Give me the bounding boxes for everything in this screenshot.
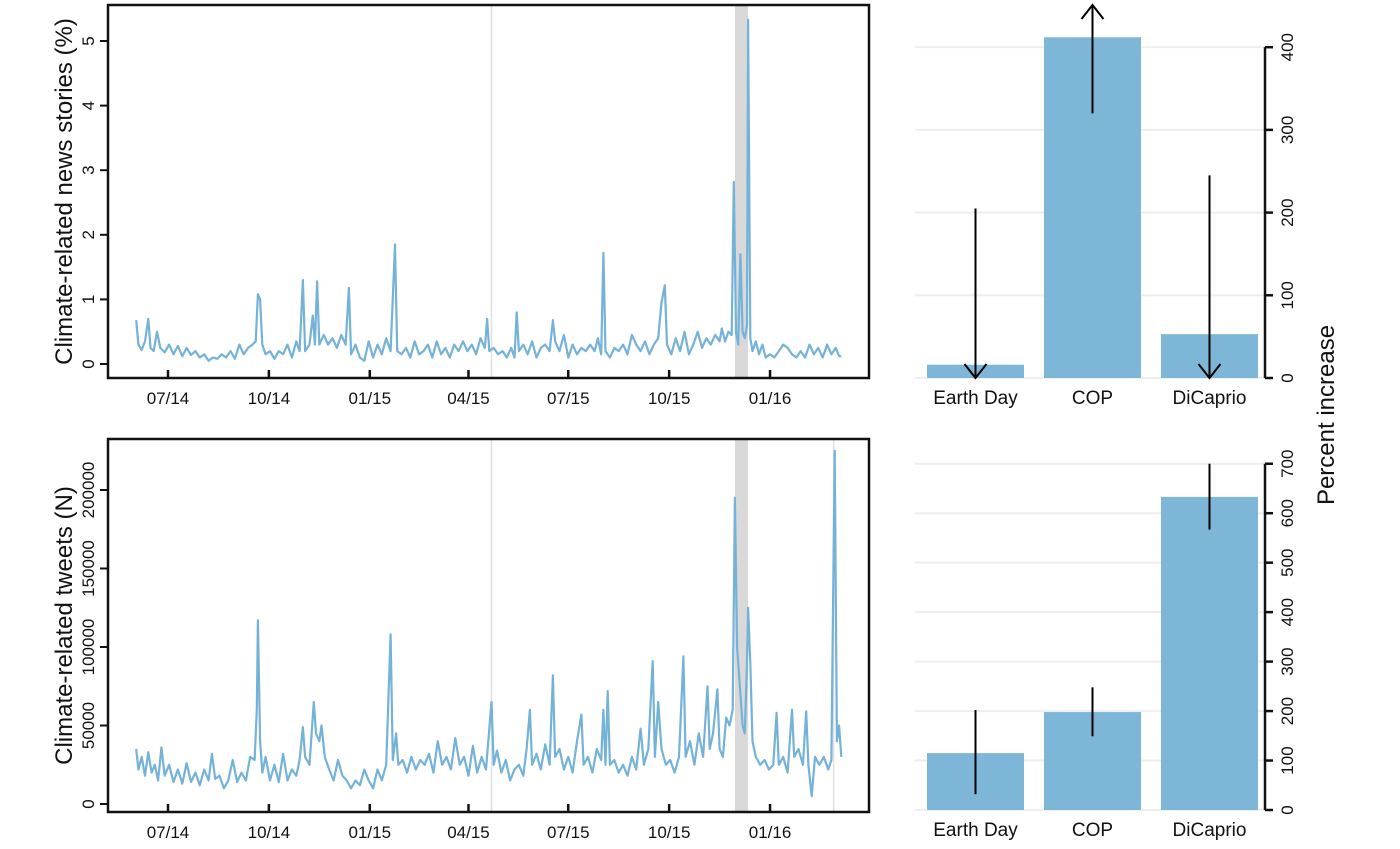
y-tick-label: 50000 — [79, 702, 98, 749]
arrow-up-icon — [1080, 3, 1105, 20]
y-tick-label: 600 — [1278, 499, 1297, 527]
x-tick-label: 04/15 — [447, 823, 490, 842]
x-tick-label: 01/16 — [749, 823, 792, 842]
y-tick-label: 3 — [79, 165, 98, 174]
y-tick-label: 2 — [79, 230, 98, 239]
news-increase-bar-panel: Earth Day COP DiCaprio 0 100 200 300 400 — [915, 3, 1297, 409]
cop-period-band — [734, 6, 749, 377]
category-label: DiCaprio — [1173, 820, 1247, 841]
x-tick-label: 10/14 — [248, 823, 291, 842]
y-tick-label: 1 — [79, 295, 98, 304]
arrow-down-icon — [1197, 363, 1222, 380]
y-tick-label: 4 — [79, 101, 98, 110]
x-tick-label: 04/15 — [447, 389, 490, 408]
x-tick-label: 10/14 — [248, 389, 291, 408]
category-label: Earth Day — [933, 388, 1018, 409]
y-tick-label: 5 — [79, 36, 98, 45]
x-tick-label: 01/16 — [749, 389, 792, 408]
tweets-y-axis-title: Climate-related tweets (N) — [51, 486, 78, 765]
category-label: COP — [1072, 388, 1113, 409]
category-label: Earth Day — [933, 820, 1018, 841]
y-tick-label: 150000 — [79, 540, 98, 597]
x-tick-label: 07/15 — [547, 389, 590, 408]
y-tick-label: 0 — [1278, 805, 1297, 814]
percent-increase-axis-title: Percent increase — [1313, 325, 1340, 505]
y-tick-label: 0 — [1278, 373, 1297, 382]
x-tick-label: 07/14 — [147, 389, 190, 408]
tweets-increase-bar-panel: Earth Day COP DiCaprio 0 100 200 300 400 500 600 7… — [915, 450, 1297, 841]
y-tick-label: 200 — [1278, 697, 1297, 725]
y-tick-label: 400 — [1278, 33, 1297, 61]
arrow-down-icon — [963, 363, 988, 380]
bar-dicaprio — [1161, 496, 1258, 810]
category-label: COP — [1072, 820, 1113, 841]
news-timeseries-panel: 0 1 2 3 4 5 07/14 10/14 01/15 04/15 07/15 10/15 01/1… — [51, 3, 871, 408]
y-tick-label: 500 — [1278, 548, 1297, 576]
y-tick-label: 300 — [1278, 647, 1297, 675]
plot-frame — [106, 437, 871, 814]
tweets-series-line — [135, 449, 843, 798]
category-label: DiCaprio — [1173, 388, 1247, 409]
x-tick-label: 10/15 — [648, 823, 691, 842]
x-tick-label: 07/15 — [547, 823, 590, 842]
news-series-line — [135, 18, 842, 362]
y-tick-label: 100 — [1278, 746, 1297, 774]
tweets-timeseries-panel: 0 50000 100000 150000 200000 07/14 10/14 01/15 0… — [51, 437, 871, 842]
y-tick-label: 300 — [1278, 116, 1297, 144]
x-tick-label: 10/15 — [648, 389, 691, 408]
y-tick-label: 200 — [1278, 198, 1297, 226]
y-tick-label: 700 — [1278, 450, 1297, 478]
x-tick-label: 01/15 — [349, 389, 392, 408]
y-tick-label: 100 — [1278, 281, 1297, 309]
y-tick-label: 400 — [1278, 598, 1297, 626]
y-tick-label: 0 — [79, 799, 98, 808]
y-tick-label: 0 — [79, 359, 98, 368]
plot-frame — [106, 3, 871, 380]
news-y-axis-title: Climate-related news stories (%) — [51, 18, 78, 365]
y-tick-label: 200000 — [79, 462, 98, 519]
x-tick-label: 01/15 — [349, 823, 392, 842]
x-tick-label: 07/14 — [147, 823, 190, 842]
y-tick-label: 100000 — [79, 619, 98, 676]
